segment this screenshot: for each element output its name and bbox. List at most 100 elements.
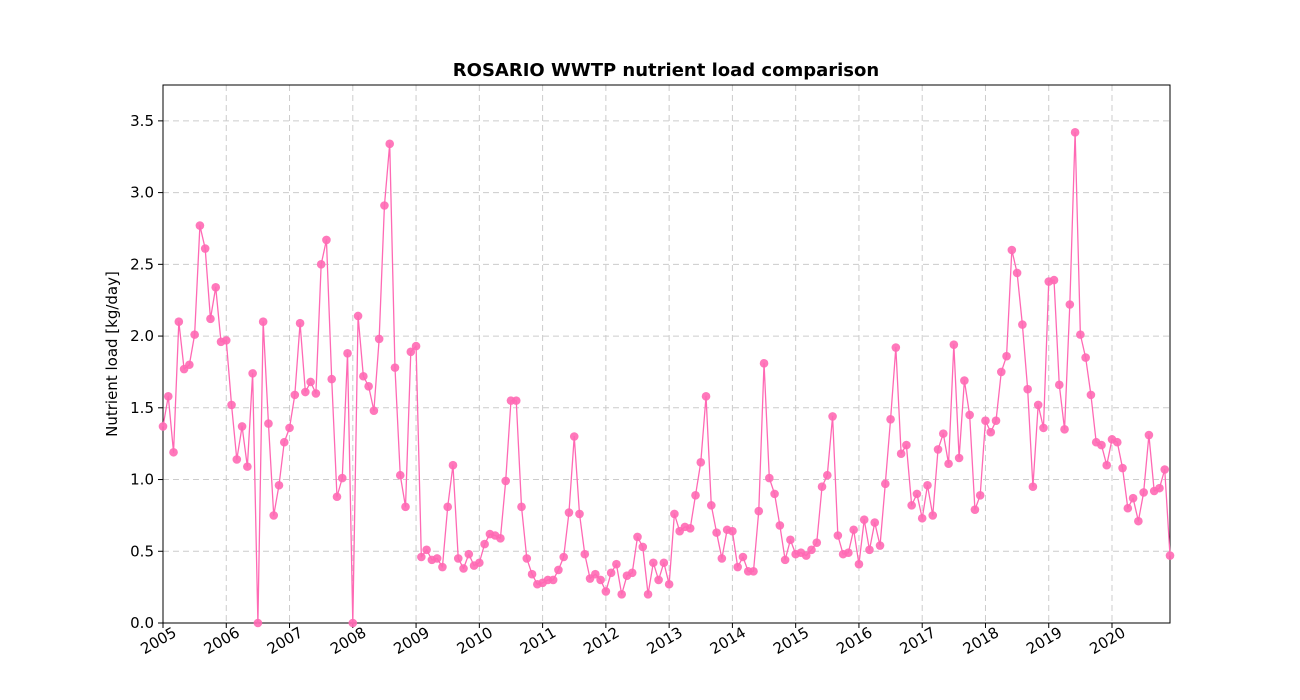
data-point <box>374 334 384 344</box>
data-point <box>1023 384 1032 394</box>
data-point <box>311 389 321 398</box>
y-axis: 0.0 0.5 1.0 1.5 2.0 2.5 3.0 3.5 <box>130 112 163 632</box>
data-point <box>865 545 874 555</box>
data-point <box>480 539 489 549</box>
data-point <box>944 459 953 469</box>
data-point <box>965 410 974 420</box>
data-point <box>243 462 252 471</box>
data-point <box>459 564 468 573</box>
data-point <box>696 458 706 467</box>
data-point <box>380 201 389 210</box>
data-point <box>385 139 395 149</box>
data-point <box>754 506 764 516</box>
plot-area-frame <box>162 84 1171 624</box>
data-point <box>912 489 922 499</box>
y-tick-label: 2.0 <box>130 327 154 345</box>
data-point <box>1070 128 1080 137</box>
data-point <box>1033 400 1043 410</box>
data-point <box>1165 551 1175 560</box>
y-tick-label: 3.0 <box>130 184 154 202</box>
data-point <box>432 554 442 563</box>
data-point <box>664 579 674 589</box>
data-point <box>833 531 843 540</box>
data-point <box>185 360 194 370</box>
data-point <box>712 528 721 537</box>
data-point <box>638 542 648 552</box>
data-point <box>527 569 537 579</box>
data-point <box>728 526 737 536</box>
data-point <box>881 479 890 489</box>
data-point <box>453 554 463 563</box>
data-point <box>417 552 426 562</box>
data-point <box>902 440 911 450</box>
data-point <box>200 244 210 253</box>
data-point <box>765 473 774 483</box>
data-point <box>1118 463 1127 473</box>
data-point <box>348 618 358 628</box>
data-point <box>174 317 184 327</box>
data-point <box>390 363 400 372</box>
data-point <box>369 406 379 415</box>
data-point <box>923 480 932 490</box>
data-point <box>991 416 1001 426</box>
data-point <box>970 505 980 514</box>
data-point <box>1054 380 1064 390</box>
data-point <box>364 381 373 391</box>
data-point <box>917 513 927 523</box>
data-point <box>633 532 642 542</box>
data-point <box>1012 268 1022 278</box>
data-point <box>691 491 700 500</box>
data-point <box>1076 330 1085 339</box>
data-point <box>738 552 748 562</box>
y-tick-label: 0.5 <box>130 542 154 560</box>
data-point <box>1065 300 1075 309</box>
y-axis-label: Nutrient load [kg/day] <box>103 271 121 437</box>
data-point <box>411 341 421 351</box>
data-point <box>501 476 511 486</box>
data-point <box>817 482 827 492</box>
data-point <box>707 501 716 510</box>
data-point <box>854 559 864 569</box>
data-point <box>1049 275 1059 285</box>
data-point <box>601 587 611 596</box>
data-point <box>195 221 205 230</box>
data-point <box>701 392 711 401</box>
chart-title: ROSARIO WWTP nutrient load comparison <box>453 60 879 81</box>
data-point <box>337 473 347 483</box>
data-point <box>812 538 822 547</box>
data-point <box>960 376 969 385</box>
data-point <box>891 343 901 352</box>
data-point <box>190 330 199 339</box>
data-point <box>1002 351 1011 361</box>
data-point <box>844 548 853 557</box>
data-point <box>575 509 584 519</box>
data-point <box>517 502 526 512</box>
data-point <box>279 437 289 447</box>
data-point <box>801 551 811 560</box>
data-point <box>290 390 300 400</box>
data-point <box>596 575 605 585</box>
data-point <box>258 317 268 327</box>
data-point <box>169 447 178 457</box>
data-point <box>475 558 484 568</box>
data-point <box>749 567 758 576</box>
data-point <box>928 511 938 520</box>
data-point <box>1060 425 1069 434</box>
data-point <box>1123 503 1133 513</box>
data-point <box>975 491 985 500</box>
data-point <box>612 559 621 569</box>
data-point <box>443 502 453 512</box>
data-point <box>954 453 964 463</box>
y-tick-label: 3.5 <box>130 112 154 130</box>
data-point <box>859 515 869 524</box>
data-point <box>875 541 885 550</box>
data-point <box>1028 482 1038 492</box>
data-point <box>770 489 779 499</box>
data-point <box>938 429 948 438</box>
data-point <box>775 521 785 530</box>
data-point <box>1128 493 1138 503</box>
data-point <box>1007 245 1017 255</box>
data-point <box>759 359 769 368</box>
data-point <box>996 367 1006 377</box>
